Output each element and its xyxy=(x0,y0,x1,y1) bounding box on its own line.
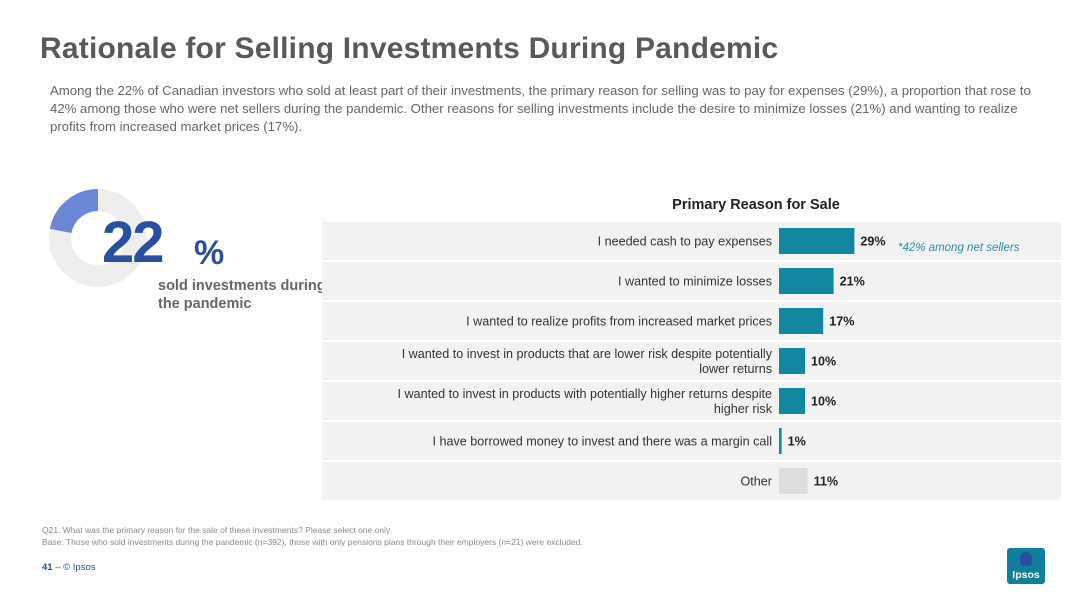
bar xyxy=(779,228,855,254)
category-label: I wanted to invest in products that are … xyxy=(402,347,773,376)
row-band xyxy=(322,302,1061,340)
row-band xyxy=(322,262,1061,300)
bar xyxy=(779,468,808,494)
category-label: I wanted to realize profits from increas… xyxy=(466,315,772,329)
data-label: 10% xyxy=(811,395,836,409)
bar xyxy=(779,308,824,334)
page-title: Rationale for Selling Investments During… xyxy=(40,32,779,65)
bar xyxy=(779,388,805,414)
footer-separator: – xyxy=(55,562,61,573)
page-footer: 41 – © Ipsos xyxy=(42,562,96,573)
page-number: 41 xyxy=(42,562,53,573)
data-label: 17% xyxy=(829,315,854,329)
footnote: Q21. What was the primary reason for the… xyxy=(42,524,583,548)
row-band xyxy=(322,342,1061,380)
donut-chart-icon xyxy=(49,189,147,287)
highlight-percent-sign: % xyxy=(194,234,225,272)
logo-text: Ipsos xyxy=(1012,569,1040,581)
footnote-base: Base: Those who sold investments during … xyxy=(42,537,583,547)
row-band xyxy=(322,422,1061,460)
category-label: I wanted to minimize losses xyxy=(618,275,772,289)
highlight-stat: 22 % sold investments during the pandemi… xyxy=(48,188,326,318)
row-band xyxy=(322,382,1061,420)
category-label: Other xyxy=(741,475,773,489)
category-label: I needed cash to pay expenses xyxy=(598,235,772,249)
data-label: 11% xyxy=(814,475,839,489)
data-label: 21% xyxy=(840,275,865,289)
data-label: 29% xyxy=(860,235,885,249)
copyright: © Ipsos xyxy=(63,562,96,573)
category-label: I have borrowed money to invest and ther… xyxy=(432,435,772,449)
row-band xyxy=(322,462,1061,500)
category-label: I wanted to invest in products with pote… xyxy=(397,387,772,416)
chart-title: Primary Reason for Sale xyxy=(672,197,840,213)
bar xyxy=(779,348,805,374)
row-band xyxy=(322,222,1061,260)
highlight-value: 22 xyxy=(102,210,164,275)
highlight-label: sold investments during the pandemic xyxy=(158,278,326,312)
data-label: 10% xyxy=(811,355,836,369)
footnote-question: Q21. What was the primary reason for the… xyxy=(42,525,392,535)
bar xyxy=(779,268,834,294)
logo-mark-icon xyxy=(1020,552,1032,566)
bar xyxy=(779,428,782,454)
data-label: 1% xyxy=(788,435,806,449)
page-subtitle: Among the 22% of Canadian investors who … xyxy=(50,83,1031,134)
donut-arc xyxy=(49,189,99,234)
ipsos-logo: Ipsos xyxy=(1007,548,1045,584)
net-sellers-note: *42% among net sellers xyxy=(898,242,1020,254)
